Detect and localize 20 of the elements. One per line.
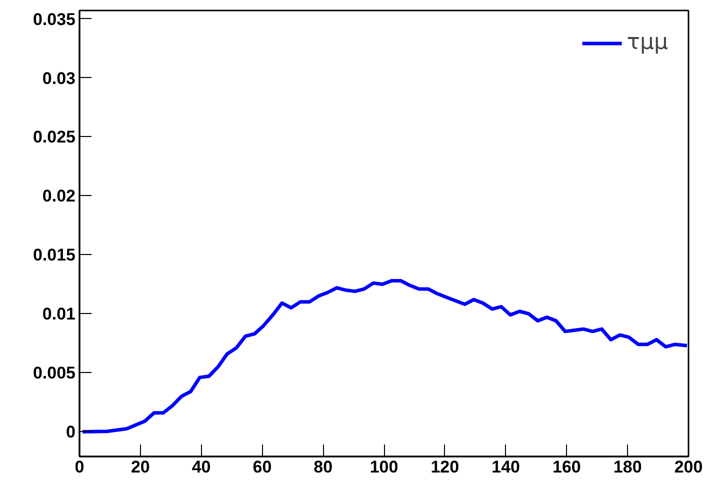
x-tick-label: 140 — [492, 458, 520, 476]
y-tick-label: 0.035 — [32, 10, 76, 29]
line-series — [80, 278, 688, 434]
y-tick-label: 0.03 — [42, 68, 76, 88]
y-tick-label: 0.01 — [42, 304, 76, 324]
x-tick-label: 100 — [370, 458, 398, 476]
x-tick-label: 160 — [552, 458, 581, 476]
x-tick-label: 60 — [252, 458, 272, 476]
y-tick-label: 0.02 — [42, 186, 76, 206]
x-tick-label: 80 — [314, 458, 333, 476]
x-tick-label: 20 — [130, 458, 150, 476]
x-tick-label: 120 — [430, 458, 460, 476]
x-tick-label: 200 — [674, 458, 703, 476]
y-tick-label: 0.025 — [32, 128, 76, 147]
y-tick-label: 0.015 — [32, 246, 76, 265]
x-tick-label: 40 — [192, 458, 211, 476]
legend-label: τμμ — [626, 30, 668, 55]
x-tick-label: 180 — [613, 458, 642, 476]
y-tick-label: 0.005 — [32, 364, 76, 383]
y-tick-label: 0 — [66, 422, 76, 442]
